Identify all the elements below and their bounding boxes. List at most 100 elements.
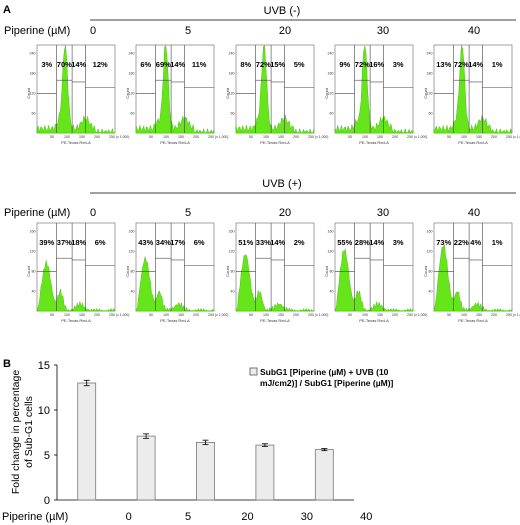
y-axis-label: Count: [423, 265, 428, 277]
gate-percentage: 37%: [57, 238, 72, 247]
gate-percentage: 39%: [39, 238, 54, 247]
y-tick-label: 180: [229, 72, 235, 76]
dose-label: 5: [185, 25, 191, 37]
gate-percentage: 9%: [339, 60, 350, 69]
y-axis-label: Count: [324, 265, 329, 277]
x-tick-label: 100: [461, 135, 467, 139]
x-tick-label: 50: [50, 135, 54, 139]
x-axis-label: PE-Texas Red-A: [458, 140, 488, 145]
y-tick-label: 180: [328, 72, 334, 76]
y-tick-label: 15: [38, 360, 50, 372]
x-axis-label: Piperine (µM): [2, 511, 68, 523]
gate-percentage: 70%: [57, 60, 72, 69]
legend-text-line-2: mJ/cm2)] / SubG1 [Piperine (µM)]: [260, 378, 394, 388]
x-tick-label: 50: [249, 135, 253, 139]
condition-title: UVB (+): [262, 178, 301, 190]
y-tick-label: 240: [328, 52, 334, 56]
gate-percentage: 4%: [470, 238, 481, 247]
panel-b-label: B: [3, 358, 11, 370]
panel-a-label: A: [3, 4, 11, 16]
bar-chart: Fold change in percentage of Sub-G1 cell…: [2, 360, 394, 523]
x-unit-label: (x 1,000): [215, 313, 228, 317]
x-tick-label: 250: [308, 135, 314, 139]
y-tick-label: 240: [427, 52, 433, 56]
gate-percentage: 6%: [194, 238, 205, 247]
x-tick-label: 50: [149, 313, 153, 317]
y-tick-label: 60: [429, 112, 433, 116]
gate-percentage: 43%: [138, 238, 153, 247]
bar: [77, 382, 97, 501]
x-tick-label: 250: [506, 313, 512, 317]
x-tick-label: 50: [50, 313, 54, 317]
plot-frame: [235, 44, 315, 134]
gate-percentage: 72%: [256, 60, 271, 69]
histogram-panel: 39% 37% 18% 6% 40 80 120 160 Count 50 100 150 200 250…: [26, 222, 129, 323]
x-unit-label: (x 1,000): [513, 313, 520, 317]
histogram-panel: 8% 72% 15% 5% 60 120 180 240 Count 50 100 150 200 250…: [225, 44, 328, 145]
gate-percentage: 22%: [454, 238, 469, 247]
gate-percentage: 51%: [238, 238, 253, 247]
bar: [255, 444, 275, 501]
histogram-fill: [36, 260, 116, 312]
y-axis-label: Count: [423, 87, 428, 99]
y-tick-label: 120: [129, 92, 135, 96]
x-tick-label: 150: [178, 313, 184, 317]
gate-percentage: 3%: [393, 60, 404, 69]
histogram-panel: 43% 34% 17% 6% 40 80 120 160 Count 50 100 150 200 250…: [125, 222, 228, 323]
gate-percentage: 14%: [468, 60, 483, 69]
y-axis-label: Count: [26, 265, 31, 277]
y-tick-label: 120: [30, 92, 36, 96]
x-tick-label: 20: [241, 511, 253, 523]
x-unit-label: (x 1,000): [116, 313, 129, 317]
y-tick-label: 120: [229, 250, 235, 254]
gate-percentage: 17%: [170, 238, 185, 247]
histogram-panel: 51% 33% 14% 2% 40 80 120 160 Count 50 100 150 200 250…: [225, 222, 328, 323]
gate-percentage: 3%: [393, 238, 404, 247]
x-tick-label: 50: [149, 135, 153, 139]
x-unit-label: (x 1,000): [315, 135, 328, 139]
x-tick-label: 0: [126, 511, 132, 523]
y-tick-label: 40: [429, 290, 433, 294]
x-unit-label: (x 1,000): [414, 135, 427, 139]
x-axis-label: PE-Texas Red-A: [359, 318, 389, 323]
y-tick-label: 240: [129, 52, 135, 56]
y-tick-label: 60: [131, 112, 135, 116]
x-tick-label: 50: [348, 313, 352, 317]
gate-percentage: 16%: [369, 60, 384, 69]
y-tick-label: 5: [44, 450, 50, 462]
y-tick-label: 60: [32, 112, 36, 116]
x-axis-label: PE-Texas Red-A: [359, 140, 389, 145]
x-tick-label: 150: [278, 313, 284, 317]
x-tick-label: 40: [360, 511, 372, 523]
histogram-fill: [135, 44, 215, 134]
plot-frame: [433, 44, 513, 134]
histogram-panel: 9% 72% 16% 3% 60 120 180 240 Count 50 100 150 200 250…: [324, 44, 427, 145]
y-axis-label: Count: [125, 265, 130, 277]
gate-percentage: 73%: [436, 238, 451, 247]
y-tick-label: 180: [30, 72, 36, 76]
x-axis-label: PE-Texas Red-A: [260, 140, 290, 145]
uvb-plus-section: UVB (+) Piperine (µM) 0 39% 37% 18% 6% 40 80 12…: [4, 178, 520, 323]
y-tick-label: 40: [231, 290, 235, 294]
x-tick-label: 250: [308, 313, 314, 317]
gate-percentage: 69%: [156, 60, 171, 69]
gate-percentage: 8%: [240, 60, 251, 69]
x-tick-label: 100: [362, 135, 368, 139]
x-tick-label: 200: [293, 135, 299, 139]
y-tick-label: 240: [229, 52, 235, 56]
histogram-fill: [135, 256, 215, 312]
x-tick-label: 50: [447, 313, 451, 317]
gate-percentage: 6%: [140, 60, 151, 69]
gate-percentage: 14%: [270, 238, 285, 247]
gate-percentage: 13%: [436, 60, 451, 69]
x-tick-label: 5: [185, 511, 191, 523]
x-tick-label: 50: [249, 313, 253, 317]
dose-label: 40: [468, 207, 480, 219]
y-tick-label: 40: [131, 290, 135, 294]
y-axis-label: Count: [324, 87, 329, 99]
gate-percentage: 6%: [95, 238, 106, 247]
histogram-panel: 3% 70% 14% 12% 60 120 180 240 Count 50 100 150 200 25…: [26, 44, 129, 145]
histogram-fill: [36, 44, 116, 134]
dose-label: 0: [90, 25, 96, 37]
gate-percentage: 14%: [71, 60, 86, 69]
